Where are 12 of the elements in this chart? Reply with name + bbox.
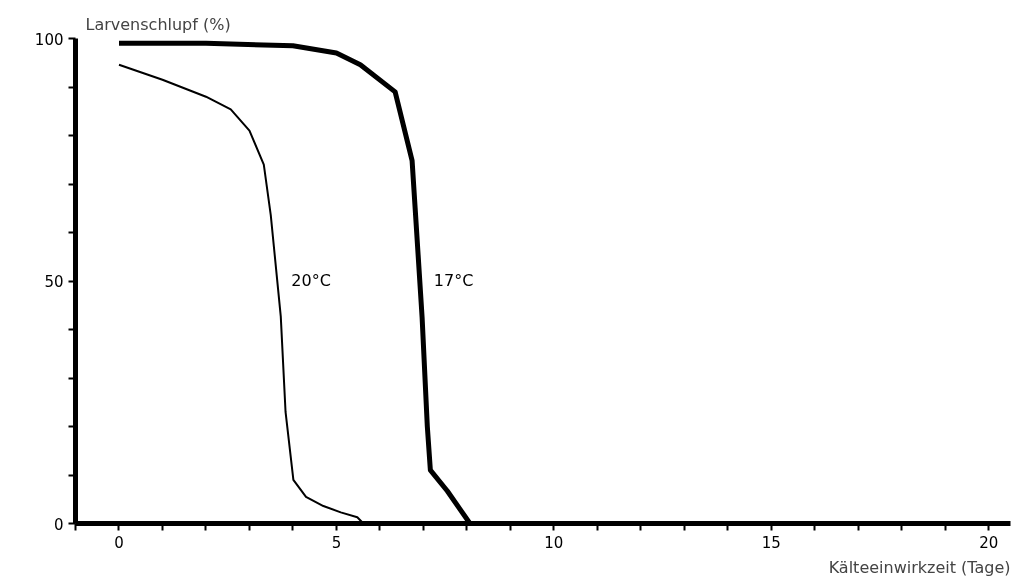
x-tick-label: 20: [979, 533, 999, 552]
y-tick-label: 0: [53, 515, 64, 534]
y-tick-label: 100: [34, 30, 64, 49]
x-tick-label: 15: [761, 533, 781, 552]
x-tick-label: 10: [544, 533, 564, 552]
y-axis-title: Larvenschlupf (%): [85, 14, 231, 34]
x-axis-title: Kälteeinwirkzeit (Tage): [828, 557, 1011, 577]
x-tick-label: 5: [331, 533, 342, 552]
y-tick-label: 50: [44, 273, 64, 291]
x-tick-label: 0: [114, 533, 124, 552]
series-label: 20°C: [291, 271, 331, 290]
series-label: 17°C: [433, 271, 474, 290]
